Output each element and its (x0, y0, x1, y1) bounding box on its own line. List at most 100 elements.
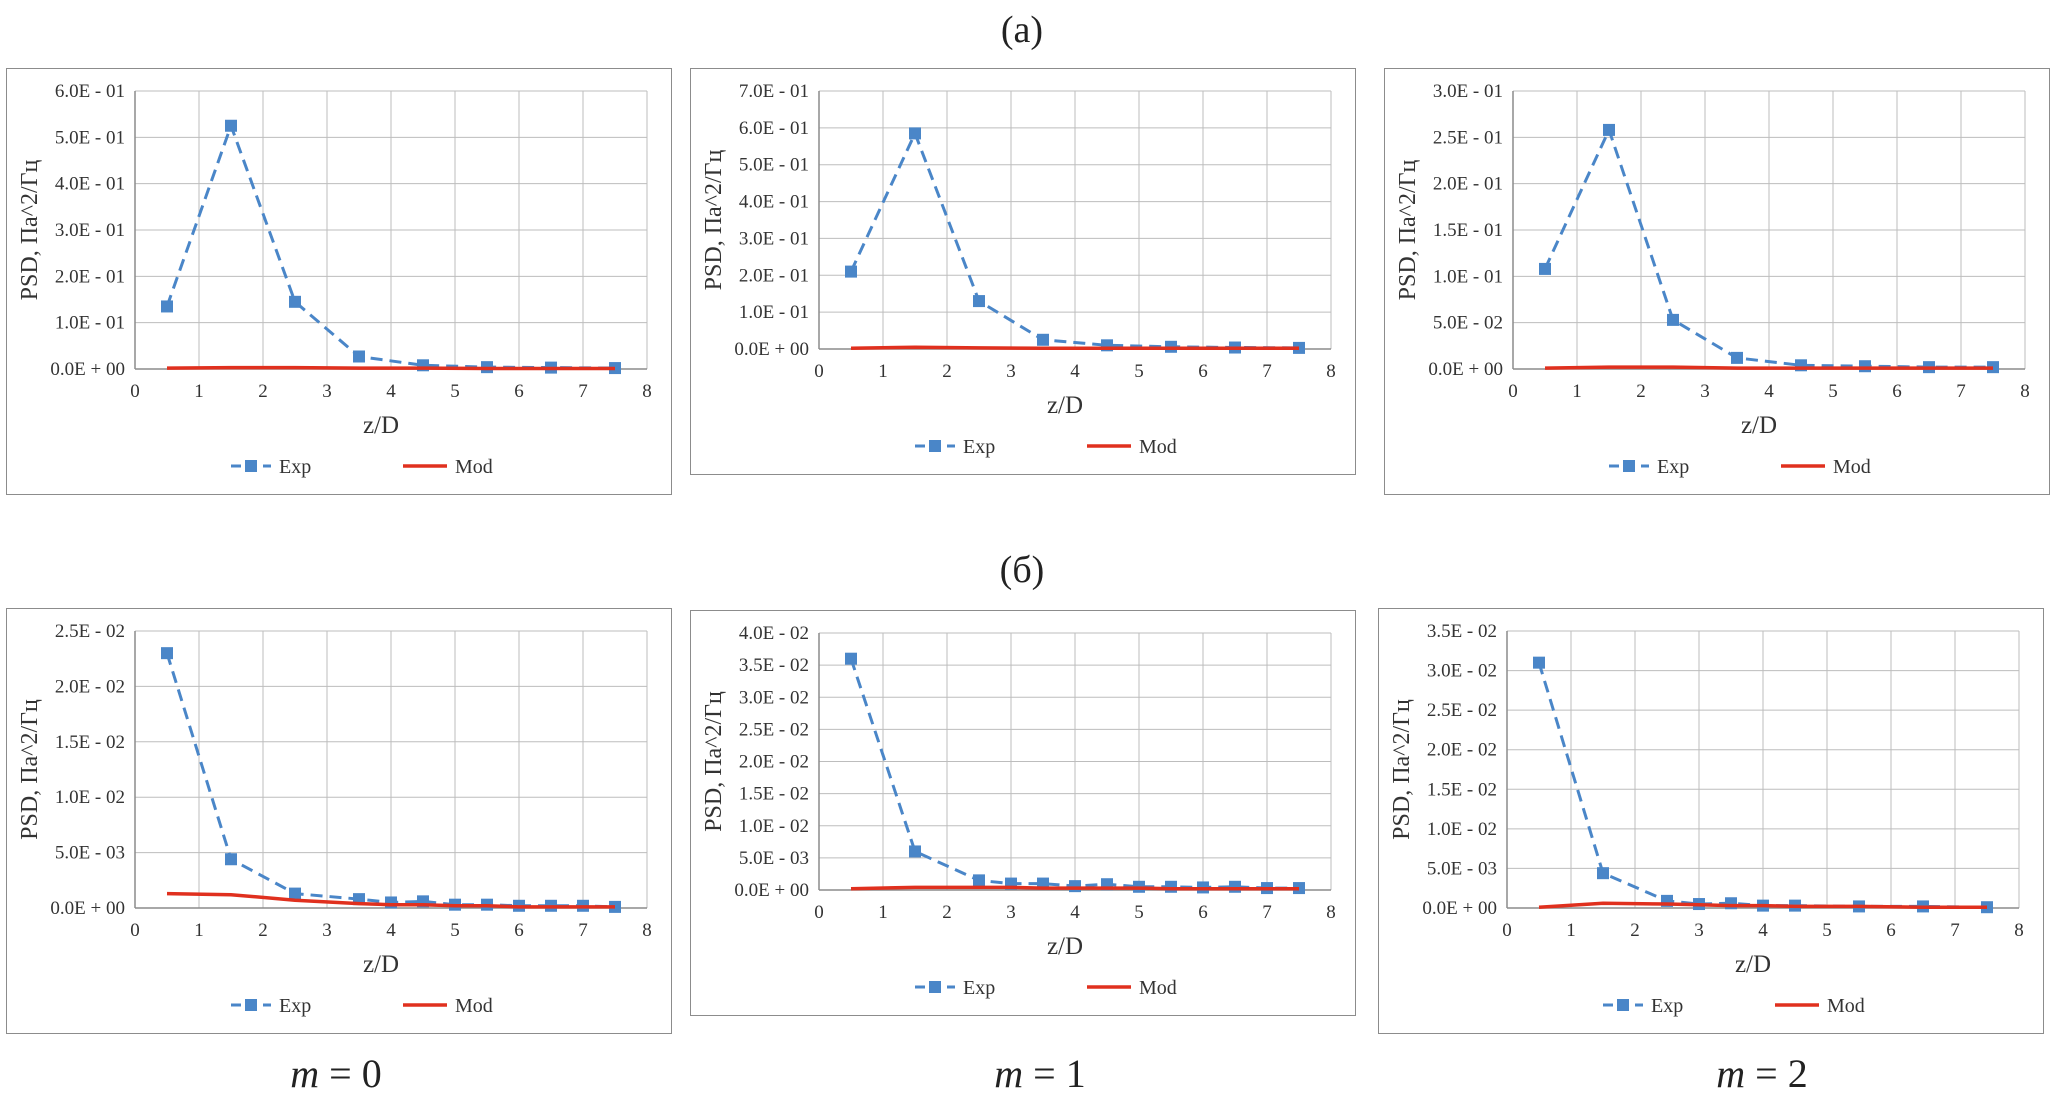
x-tick-label: 4 (1070, 902, 1080, 923)
chart-panel-b-m2: 0 1 2 3 4 5 6 7 8 0.0E + 00 5.0E - 03 1.0E - 02 1.5E… (1378, 608, 2044, 1034)
x-tick-label: 2 (1630, 920, 1640, 941)
legend: Exp Mod (1609, 456, 1871, 478)
x-tick-label: 7 (578, 920, 588, 941)
column-label-m0: m = 0 (236, 1050, 436, 1097)
data-point-exp (1859, 360, 1871, 373)
x-tick-label: 3 (1700, 381, 1710, 402)
chart-panel-b-m1: 0 1 2 3 4 5 6 7 8 0.0E + 00 5.0E - 03 1.0E - 02 1.5E… (690, 610, 1356, 1016)
x-tick-label: 1 (1566, 920, 1576, 941)
y-tick-label: 2.0E - 02 (1427, 740, 1497, 761)
x-axis-label: z/D (1735, 951, 1771, 978)
y-tick-label: 2.0E - 02 (55, 676, 125, 697)
data-point-exp (909, 127, 921, 140)
y-tick-label: 4.0E - 02 (739, 623, 809, 644)
y-tick-label: 3.0E - 01 (55, 220, 125, 241)
legend-label-mod: Mod (1139, 436, 1177, 458)
x-tick-label: 5 (450, 920, 460, 941)
column-label-eq: = 1 (1023, 1051, 1086, 1096)
data-point-exp (1667, 313, 1679, 326)
y-tick-label: 1.0E - 02 (55, 787, 125, 808)
legend-label-mod: Mod (1833, 456, 1871, 478)
legend: Exp Mod (915, 436, 1177, 458)
x-tick-label: 0 (1502, 920, 1512, 941)
y-tick-label: 1.5E - 01 (1433, 220, 1503, 241)
legend-marker-exp (245, 460, 257, 472)
x-tick-label: 2 (1636, 381, 1646, 402)
x-tick-label: 5 (1822, 920, 1832, 941)
data-point-exp (289, 295, 301, 308)
x-tick-label: 4 (386, 381, 396, 402)
y-tick-label: 2.0E - 02 (739, 752, 809, 773)
x-tick-label: 6 (514, 381, 524, 402)
data-point-exp (909, 845, 921, 858)
x-tick-label: 6 (514, 920, 524, 941)
data-point-exp (161, 300, 173, 313)
x-tick-label: 4 (1764, 381, 1774, 402)
y-tick-label: 2.0E - 01 (55, 266, 125, 287)
chart-svg: 0 1 2 3 4 5 6 7 8 0.0E + 00 5.0E - 03 1.0E - 02 1.5E… (1389, 621, 2024, 1017)
data-point-exp (353, 350, 365, 363)
series-line-exp (849, 129, 1300, 350)
x-tick-label: 4 (386, 920, 396, 941)
y-tick-label: 5.0E - 03 (739, 848, 809, 869)
y-tick-label: 0.0E + 00 (1428, 359, 1503, 380)
x-tick-label: 0 (814, 361, 824, 382)
x-tick-label: 6 (1198, 361, 1208, 382)
x-tick-label: 8 (642, 920, 652, 941)
x-tick-label: 5 (1828, 381, 1838, 402)
y-tick-label: 1.0E - 02 (1427, 819, 1497, 840)
y-tick-label: 7.0E - 01 (739, 81, 809, 102)
y-tick-label: 0.0E + 00 (1422, 898, 1497, 919)
legend: Exp Mod (915, 977, 1177, 999)
x-tick-label: 5 (450, 381, 460, 402)
x-tick-label: 5 (1134, 902, 1144, 923)
y-tick-label: 5.0E - 03 (1427, 858, 1497, 879)
data-point-exp (1603, 123, 1615, 136)
chart-svg: 0 1 2 3 4 5 6 7 8 0.0E + 00 1.0E - 01 2.0E - 01 3.0E… (701, 81, 1336, 458)
x-tick-label: 6 (1892, 381, 1902, 402)
series-line-exp (165, 121, 616, 370)
legend-label-mod: Mod (455, 995, 493, 1017)
legend-marker-exp (245, 999, 257, 1011)
chart-svg: 0 1 2 3 4 5 6 7 8 0.0E + 00 5.0E - 03 1.0E - 02 1.5E… (701, 623, 1336, 999)
x-tick-label: 8 (1326, 902, 1336, 923)
x-tick-label: 1 (878, 902, 888, 923)
y-tick-label: 1.0E - 01 (55, 313, 125, 334)
data-point-exp (973, 295, 985, 308)
x-tick-label: 1 (878, 361, 888, 382)
legend-label-mod: Mod (1139, 977, 1177, 999)
y-tick-label: 5.0E - 02 (1433, 313, 1503, 334)
y-tick-label: 5.0E - 03 (55, 843, 125, 864)
x-tick-label: 1 (194, 381, 204, 402)
legend-marker-exp (929, 981, 941, 993)
y-axis-label: PSD, Па^2/Гц (17, 160, 43, 301)
data-point-exp (1037, 333, 1049, 346)
column-label-var: m (1716, 1051, 1746, 1096)
y-tick-label: 1.5E - 02 (55, 732, 125, 753)
data-point-exp (845, 265, 857, 278)
chart-panel-b-m0: 0 1 2 3 4 5 6 7 8 0.0E + 00 5.0E - 03 1.0E - 02 1.5E… (6, 608, 672, 1034)
y-tick-label: 1.5E - 02 (1427, 779, 1497, 800)
data-point-exp (1731, 351, 1743, 364)
chart-panel-a-m0: 0 1 2 3 4 5 6 7 8 0.0E + 00 1.0E - 01 2.0E - 01 3.0E… (6, 68, 672, 495)
data-point-exp (1165, 880, 1177, 893)
series-line-mod (1544, 365, 1993, 370)
x-tick-label: 3 (1694, 920, 1704, 941)
legend: Exp Mod (231, 456, 493, 478)
data-point-exp (161, 647, 173, 660)
y-tick-label: 2.0E - 01 (1433, 174, 1503, 195)
y-tick-label: 0.0E + 00 (734, 339, 809, 360)
y-tick-label: 2.5E - 01 (1433, 127, 1503, 148)
x-tick-label: 8 (2020, 381, 2030, 402)
x-tick-label: 7 (1950, 920, 1960, 941)
y-tick-label: 2.5E - 02 (1427, 700, 1497, 721)
series-line-mod (850, 345, 1299, 351)
data-point-exp (289, 887, 301, 900)
chart-svg: 0 1 2 3 4 5 6 7 8 0.0E + 00 1.0E - 01 2.0E - 01 3.0E… (17, 81, 652, 478)
y-tick-label: 3.5E - 02 (739, 655, 809, 676)
data-point-exp (1533, 656, 1545, 669)
data-point-exp (225, 119, 237, 132)
x-tick-label: 3 (1006, 902, 1016, 923)
column-label-m2: m = 2 (1662, 1050, 1862, 1097)
x-tick-label: 3 (322, 381, 332, 402)
